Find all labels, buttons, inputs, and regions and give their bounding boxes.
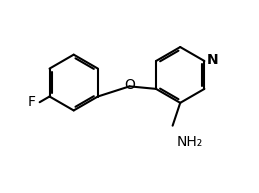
Text: N: N bbox=[207, 53, 219, 67]
Text: F: F bbox=[28, 95, 36, 109]
Text: NH₂: NH₂ bbox=[176, 135, 203, 149]
Text: O: O bbox=[124, 78, 135, 92]
